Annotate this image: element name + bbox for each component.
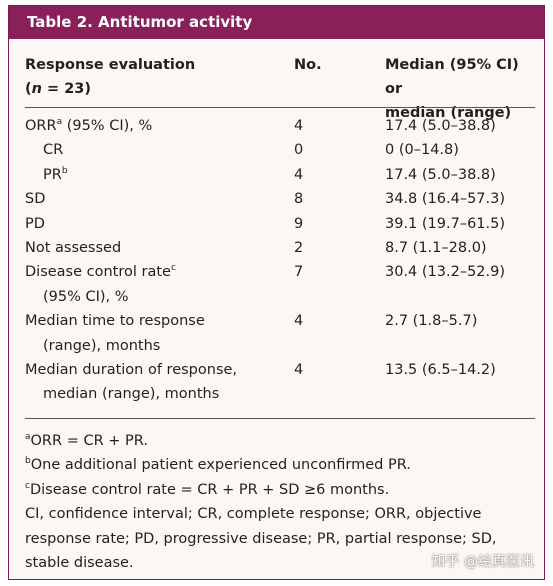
median-cell: 34.8 (16.4–57.3)	[385, 191, 506, 208]
text: (95% CI), %	[43, 288, 129, 305]
count-cell: 4	[294, 166, 304, 183]
text: Median duration of response,	[25, 362, 238, 379]
label-cell: CR	[25, 138, 294, 162]
cell-line: PRb	[25, 163, 294, 187]
median-cell: 0 (0–14.8)	[385, 142, 459, 159]
cell-line: CR	[25, 138, 294, 162]
cell-line: Median time to response	[25, 309, 294, 333]
cell-line: PD	[25, 212, 294, 236]
superscript: b	[61, 165, 68, 176]
text: Not assessed	[25, 240, 122, 257]
superscript: c	[170, 263, 176, 274]
text: (95% CI), %	[62, 118, 153, 134]
text: PD	[25, 215, 45, 232]
cell-line: Not assessed	[25, 236, 294, 260]
header-cell: Median (95% CI) or median (range)	[385, 53, 535, 125]
median-cell: 17.4 (5.0–38.8)	[385, 118, 496, 134]
count-cell: 8	[294, 191, 304, 208]
median-cell: 39.1 (19.7–61.5)	[385, 215, 506, 232]
label-cell: PRb	[25, 163, 294, 187]
median-cell: 30.4 (13.2–52.9)	[385, 264, 506, 281]
median-cell: 17.4 (5.0–38.8)	[385, 166, 496, 183]
cell-line: median (range), months	[25, 382, 294, 406]
median-cell: 2.7 (1.8–5.7)	[385, 313, 478, 330]
text: Disease control rate	[25, 264, 171, 281]
header-cell: No.	[294, 53, 385, 125]
cell-line: No.	[294, 53, 385, 77]
watermark: 知乎 @绘真医讯	[431, 554, 534, 570]
label-cell: ORRa (95% CI), %	[25, 114, 294, 138]
superscript: a	[56, 117, 63, 127]
table-row: Median duration of response, median (rang…	[25, 358, 535, 407]
count-cell: 4	[294, 362, 304, 379]
label-cell: Not assessed	[25, 236, 294, 260]
text: PR	[43, 166, 62, 183]
text: (range), months	[43, 337, 161, 354]
cell-line: Median (95% CI) or	[385, 53, 535, 101]
count-cell: 9	[294, 215, 304, 232]
table-row: Disease control ratec (95% CI), % 7 30.4 (1…	[25, 260, 535, 309]
superscript: c	[25, 480, 30, 491]
cell-line: (range), months	[25, 334, 294, 358]
footnote: cDisease control rate = CR + PR + SD ≥6 …	[25, 478, 540, 502]
text: median (range)	[385, 105, 512, 121]
label-cell: PD	[25, 212, 294, 236]
superscript: a	[25, 432, 31, 442]
table-row: PRb 4 17.4 (5.0–38.8)	[25, 163, 535, 187]
footnote: aORR = CR + PR.	[25, 429, 540, 453]
text: ORR = CR + PR.	[30, 433, 148, 449]
text: Median time to response	[25, 313, 205, 330]
text: ORR	[25, 118, 57, 134]
text: No.	[294, 57, 322, 73]
label-cell: Median duration of response, median (rang…	[25, 358, 294, 407]
text: median (range), months	[43, 386, 220, 403]
count-cell: 7	[294, 264, 304, 281]
text: SD	[25, 191, 46, 208]
text: One additional patient experienced uncon…	[30, 457, 411, 474]
text: Response evaluation	[25, 57, 196, 73]
table-title: Table 2. Antitumor activity	[9, 6, 544, 39]
table-row: Median time to response (range), months 4 2…	[25, 309, 535, 358]
count-cell: 2	[294, 240, 304, 257]
cell-line: Response evaluation	[25, 53, 294, 77]
header-rule	[25, 107, 535, 108]
count-cell: 0	[294, 142, 304, 159]
median-cell: 13.5 (6.5–14.2)	[385, 362, 496, 379]
cell-line: Median duration of response,	[25, 358, 294, 382]
table-row: CR 0 0 (0–14.8)	[25, 138, 535, 162]
cell-line: (n = 23)	[25, 77, 294, 101]
cell-line: Disease control ratec	[25, 260, 294, 284]
label-cell: SD	[25, 187, 294, 211]
cell-line: SD	[25, 187, 294, 211]
footnotes: aORR = CR + PR. bOne additional patient e…	[25, 429, 540, 575]
table-row: PD 9 39.1 (19.7–61.5)	[25, 212, 535, 236]
cell-line: median (range)	[385, 101, 535, 125]
text: Disease control rate = CR + PR + SD ≥6 m…	[29, 481, 390, 498]
text: CI, confidence interval; CR, complete re…	[25, 506, 497, 572]
bottom-rule	[25, 418, 535, 419]
count-cell: 4	[294, 313, 304, 330]
superscript: b	[25, 456, 31, 467]
table-body: ORRa (95% CI), % 4 17.4 (5.0–38.8) CR 0 0 (0–…	[25, 114, 535, 407]
label-cell: Median time to response (range), months	[25, 309, 294, 358]
italic-text: n	[31, 81, 42, 97]
text: = 23)	[41, 81, 92, 97]
footnote: CI, confidence interval; CR, complete re…	[25, 502, 540, 575]
count-cell: 4	[294, 118, 304, 134]
cell-line: (95% CI), %	[25, 285, 294, 309]
header-cell: Response evaluation (n = 23)	[25, 53, 294, 125]
table-row: SD 8 34.8 (16.4–57.3)	[25, 187, 535, 211]
table-row: ORRa (95% CI), % 4 17.4 (5.0–38.8)	[25, 114, 535, 138]
median-cell: 8.7 (1.1–28.0)	[385, 240, 487, 257]
header-row: Response evaluation (n = 23) No. Median (95…	[25, 53, 535, 125]
label-cell: Disease control ratec (95% CI), %	[25, 260, 294, 309]
table-row: Not assessed 2 8.7 (1.1–28.0)	[25, 236, 535, 260]
text: Median (95% CI) or	[385, 57, 519, 97]
table-frame: Table 2. Antitumor activity Response eva…	[8, 5, 545, 580]
text: CR	[43, 142, 64, 159]
cell-line: ORRa (95% CI), %	[25, 114, 294, 138]
text: (	[25, 81, 32, 97]
footnote: bOne additional patient experienced unco…	[25, 453, 540, 477]
